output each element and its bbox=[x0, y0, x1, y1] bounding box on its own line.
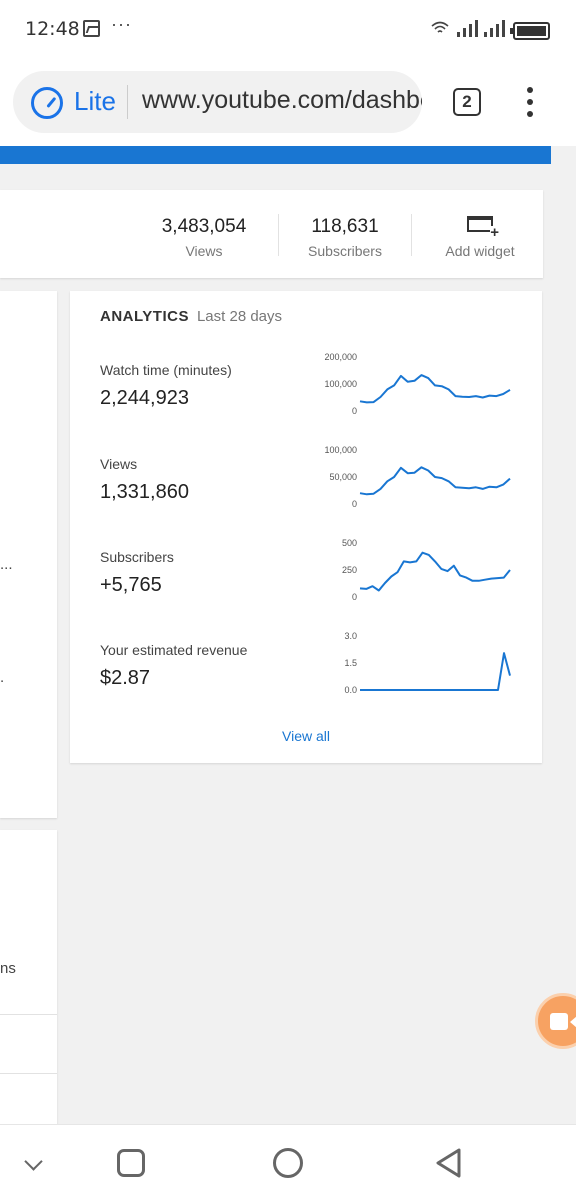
revenue-sparkline: 3.0 1.5 0.0 bbox=[310, 628, 520, 698]
speedometer-icon bbox=[31, 87, 63, 119]
tick-label: 1.5 bbox=[344, 658, 357, 668]
lite-mode-label[interactable]: Lite bbox=[74, 86, 116, 116]
signal-icon bbox=[484, 20, 506, 37]
tick-label: 0 bbox=[351, 406, 357, 416]
sparkline-line bbox=[359, 374, 511, 404]
sparkline-line bbox=[359, 466, 511, 496]
tab-switcher-button[interactable]: 2 bbox=[453, 88, 481, 116]
tick-label: 500 bbox=[341, 538, 357, 548]
views-metric: Views 1,331,860 bbox=[100, 456, 300, 504]
status-time: 12:48 bbox=[25, 18, 80, 40]
status-bar: 12:48 ··· bbox=[0, 0, 576, 60]
tick-label: 100,000 bbox=[324, 379, 357, 389]
recent-apps-button[interactable] bbox=[117, 1149, 145, 1177]
tick-label: 100,000 bbox=[324, 445, 357, 455]
analytics-header: ANALYTICS Last 28 days bbox=[100, 308, 282, 325]
subscribers-sparkline: 500 250 0 bbox=[310, 535, 520, 605]
revenue-metric: Your estimated revenue $2.87 bbox=[100, 642, 300, 690]
sparkline-svg bbox=[359, 551, 511, 592]
subscribers-count: 118,631 bbox=[311, 216, 379, 237]
tick-label: 250 bbox=[341, 565, 357, 575]
views-sparkline: 100,000 50,000 0 bbox=[310, 442, 520, 512]
tick-label: 50,000 bbox=[329, 472, 357, 482]
home-button[interactable] bbox=[273, 1148, 303, 1178]
metric-label: Subscribers bbox=[100, 549, 174, 565]
add-widget-icon bbox=[467, 216, 500, 240]
truncated-text: ... bbox=[0, 556, 13, 573]
divider bbox=[278, 214, 279, 256]
sparkline-line bbox=[360, 652, 511, 691]
battery-icon bbox=[510, 22, 550, 40]
image-icon bbox=[83, 20, 100, 37]
truncated-text: . bbox=[0, 669, 5, 686]
chevron-down-icon[interactable] bbox=[24, 1152, 43, 1171]
analytics-title: ANALYTICS bbox=[100, 308, 189, 325]
sparkline-svg bbox=[360, 652, 511, 691]
url-text[interactable]: www.youtube.com/dashboard bbox=[142, 86, 422, 114]
back-button[interactable] bbox=[434, 1147, 464, 1179]
subscribers-label: Subscribers bbox=[308, 243, 382, 259]
views-label: Views bbox=[185, 243, 223, 259]
truncated-text: ns bbox=[0, 960, 16, 977]
analytics-period: Last 28 days bbox=[196, 308, 283, 325]
divider bbox=[0, 1014, 57, 1015]
signal-icon bbox=[457, 20, 479, 37]
tick-label: 0.0 bbox=[344, 685, 357, 695]
wifi-icon bbox=[431, 21, 449, 33]
tick-label: 200,000 bbox=[324, 352, 357, 362]
video-camera-icon bbox=[550, 1013, 576, 1030]
add-widget-label[interactable]: Add widget bbox=[445, 243, 515, 259]
subscribers-metric: Subscribers +5,765 bbox=[100, 549, 300, 597]
tick-label: 3.0 bbox=[344, 631, 357, 641]
sparkline-svg bbox=[359, 374, 511, 404]
left-card-partial: ... . bbox=[0, 291, 57, 818]
watch-time-metric: Watch time (minutes) 2,244,923 bbox=[100, 362, 300, 410]
metric-value: 1,331,860 bbox=[100, 481, 189, 503]
view-all-link[interactable]: View all bbox=[282, 728, 330, 744]
views-stat: 3,483,054 Views bbox=[150, 190, 258, 278]
metric-value: 2,244,923 bbox=[100, 387, 189, 409]
address-bar[interactable]: Lite www.youtube.com/dashboard bbox=[13, 71, 422, 133]
left-card-partial: ns bbox=[0, 830, 57, 1130]
browser-toolbar: Lite www.youtube.com/dashboard 2 bbox=[0, 60, 576, 146]
sparkline-line bbox=[359, 551, 511, 592]
divider bbox=[411, 214, 412, 256]
more-notifications-icon: ··· bbox=[111, 14, 132, 34]
sparkline-svg bbox=[359, 466, 511, 496]
add-widget-button[interactable]: Add widget bbox=[425, 190, 535, 278]
system-nav-bar bbox=[0, 1124, 576, 1200]
page-header-strip bbox=[0, 146, 551, 164]
subscribers-stat: 118,631 Subscribers bbox=[290, 190, 400, 278]
overflow-menu-icon[interactable] bbox=[526, 87, 536, 119]
analytics-card: ANALYTICS Last 28 days Watch time (minute… bbox=[70, 291, 542, 763]
floating-video-button[interactable] bbox=[535, 993, 576, 1049]
watch-time-sparkline: 200,000 100,000 0 bbox=[310, 349, 520, 419]
metric-label: Watch time (minutes) bbox=[100, 362, 232, 378]
metric-label: Views bbox=[100, 456, 138, 472]
tick-label: 0 bbox=[351, 499, 357, 509]
metric-value: $2.87 bbox=[100, 667, 151, 689]
metric-value: +5,765 bbox=[100, 574, 162, 596]
views-count: 3,483,054 bbox=[161, 216, 247, 237]
url-divider bbox=[127, 85, 128, 119]
metric-label: Your estimated revenue bbox=[100, 642, 248, 658]
divider bbox=[0, 1073, 57, 1074]
channel-stats-card: 3,483,054 Views 118,631 Subscribers Add … bbox=[0, 190, 543, 278]
tick-label: 0 bbox=[351, 592, 357, 602]
